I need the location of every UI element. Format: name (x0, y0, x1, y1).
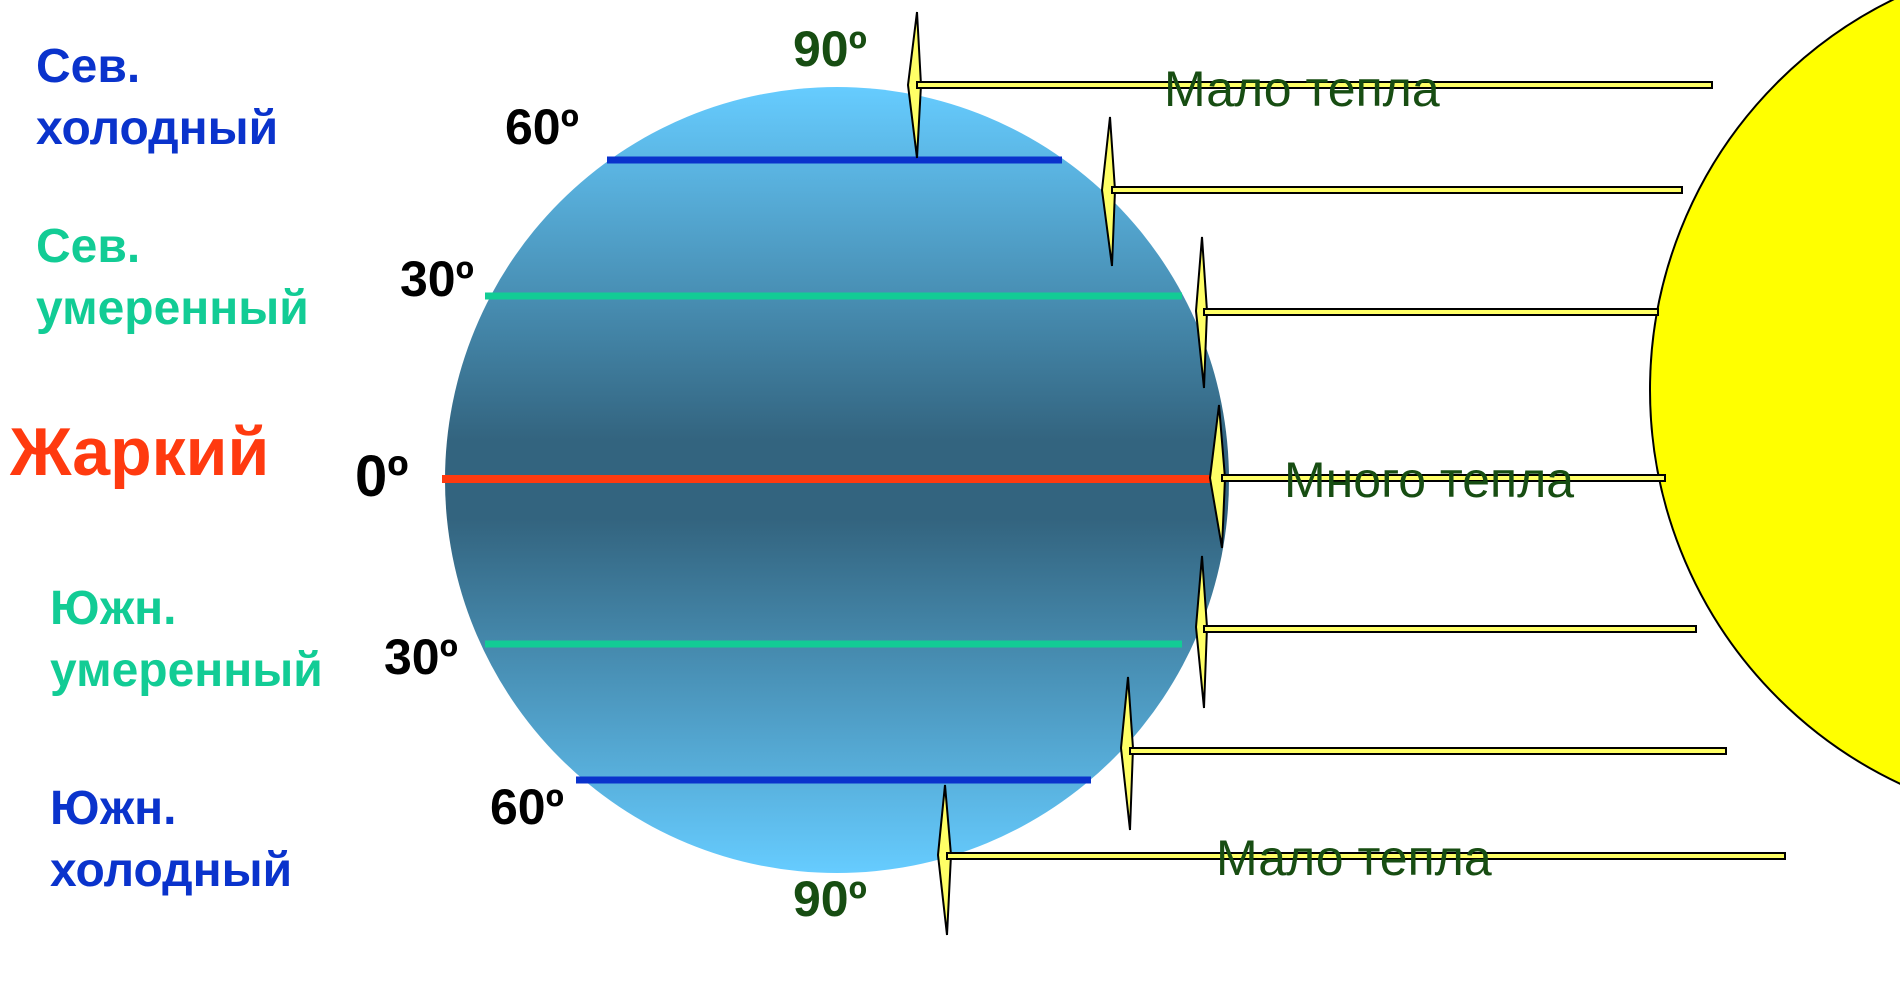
ray-arrow (906, 11, 1713, 159)
zone-line: холодный (50, 844, 293, 897)
latitude-label-equator: 0º (355, 444, 409, 509)
latitude-label-south-30: 30º (384, 629, 458, 685)
latitude-label-north-pole: 90º (793, 21, 867, 77)
ray-arrow (936, 784, 1786, 936)
ray-arrow (1194, 236, 1659, 389)
zone-label-south-temperate: Южн. умеренный (50, 578, 323, 702)
zone-label-hot: Жаркий (10, 412, 269, 492)
latitude-label-south-60: 60º (490, 779, 564, 835)
ray-arrow (1100, 116, 1683, 267)
zone-line: Южн. (50, 782, 177, 835)
zone-line: Жаркий (10, 414, 270, 490)
zone-line: умеренный (36, 282, 309, 335)
zone-line: умеренный (50, 644, 323, 697)
heat-label-bottom: Мало тепла (1216, 830, 1492, 886)
zone-label-south-cold: Южн. холодный (50, 778, 292, 902)
heat-label-top: Мало тепла (1164, 61, 1440, 117)
heat-label-middle: Много тепла (1284, 452, 1575, 508)
ray-arrow (1208, 404, 1666, 549)
zone-line: холодный (36, 102, 279, 155)
zone-line: Сев. (36, 220, 141, 273)
sun-shape (1649, 0, 1900, 785)
sun-rays (906, 11, 1786, 936)
ray-arrow (1119, 676, 1727, 831)
zone-label-north-cold: Сев. холодный (36, 36, 278, 160)
zone-line: Южн. (50, 582, 177, 635)
latitude-label-north-30: 30º (400, 251, 474, 307)
zone-label-north-temperate: Сев. умеренный (36, 216, 309, 340)
zone-line: Сев. (36, 40, 141, 93)
latitude-label-south-pole: 90º (793, 871, 867, 927)
latitude-label-north-60: 60º (505, 99, 579, 155)
ray-arrow (1194, 555, 1697, 709)
